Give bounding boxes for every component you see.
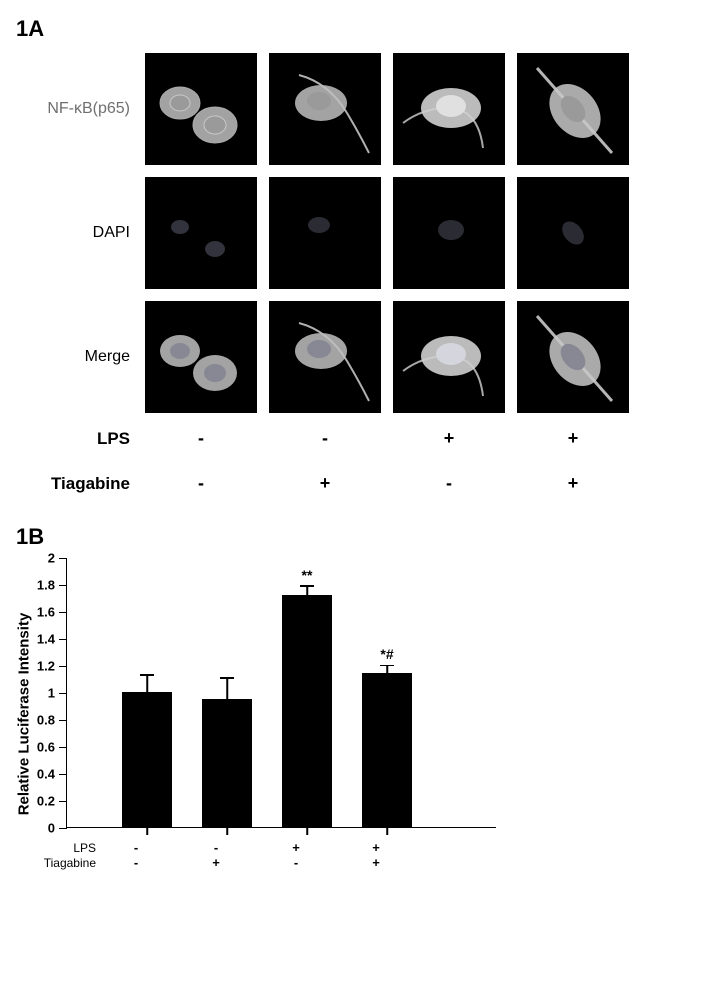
b-cond-tia-v1: - <box>134 855 138 870</box>
img-nfkb-c4 <box>517 53 629 165</box>
ytick <box>59 693 67 694</box>
bar <box>282 595 332 827</box>
luciferase-chart: Relative Luciferase Intensity 00.20.40.6… <box>66 558 496 870</box>
cond-lps-label: LPS <box>26 429 136 449</box>
panel-b-conditions: LPS - - + + Tiagabine - + - + <box>36 840 496 870</box>
img-merge-c4 <box>517 301 629 413</box>
cond-lps-v1: - <box>198 428 204 449</box>
error-bar <box>386 666 388 673</box>
ytick <box>59 828 67 829</box>
ytick-label: 1.6 <box>23 605 55 620</box>
panel-1a-label: 1A <box>16 16 694 42</box>
error-cap <box>140 674 154 676</box>
panel-1a: 1A NF-κB(p65) <box>16 16 694 494</box>
cond-tia-v4: + <box>568 473 579 494</box>
img-nfkb-c3 <box>393 53 505 165</box>
error-cap <box>380 665 394 667</box>
ytick-label: 1.8 <box>23 578 55 593</box>
ytick-label: 0.8 <box>23 713 55 728</box>
error-cap <box>300 585 314 587</box>
cond-tia-label: Tiagabine <box>26 474 136 494</box>
b-cond-tia-v2: + <box>212 855 220 870</box>
img-merge-c2 <box>269 301 381 413</box>
error-bar <box>226 679 228 699</box>
ytick <box>59 639 67 640</box>
cond-lps-v3: + <box>444 428 455 449</box>
b-cond-tia-v3: - <box>294 855 298 870</box>
b-cond-lps-v4: + <box>372 840 380 855</box>
bar <box>362 673 412 827</box>
significance-marker: ** <box>302 567 313 583</box>
ytick <box>59 720 67 721</box>
significance-marker: *# <box>380 646 393 662</box>
b-cond-tia-label: Tiagabine <box>36 856 96 870</box>
ytick <box>59 612 67 613</box>
error-cap <box>220 677 234 679</box>
ytick-label: 2 <box>23 551 55 566</box>
img-nfkb-c2 <box>269 53 381 165</box>
row-label-dapi: DAPI <box>26 224 136 242</box>
panel-a-conditions: LPS - - + + Tiagabine - + - + <box>26 428 694 494</box>
xtick <box>226 827 228 835</box>
xtick <box>386 827 388 835</box>
b-cond-tia-v4: + <box>372 855 380 870</box>
ytick-label: 1 <box>23 686 55 701</box>
ytick-label: 0.4 <box>23 767 55 782</box>
xtick <box>146 827 148 835</box>
microscopy-grid: NF-κB(p65) <box>26 50 694 416</box>
img-merge-c1 <box>145 301 257 413</box>
ytick <box>59 747 67 748</box>
error-bar <box>306 587 308 595</box>
b-cond-lps-label: LPS <box>36 841 96 855</box>
bar <box>202 699 252 827</box>
ytick <box>59 666 67 667</box>
row-label-merge: Merge <box>26 348 136 366</box>
row-label-nfkb: NF-κB(p65) <box>26 100 136 118</box>
b-cond-lps-v3: + <box>292 840 300 855</box>
bar <box>122 692 172 827</box>
xtick <box>306 827 308 835</box>
panel-1b-label: 1B <box>16 524 694 550</box>
b-cond-lps-v1: - <box>134 840 138 855</box>
img-dapi-c4 <box>517 177 629 289</box>
ytick <box>59 774 67 775</box>
cond-tia-v3: - <box>446 473 452 494</box>
ytick-label: 0 <box>23 821 55 836</box>
chart-area: 00.20.40.60.811.21.41.61.82***# <box>66 558 496 828</box>
cond-lps-v4: + <box>568 428 579 449</box>
ytick-label: 0.6 <box>23 740 55 755</box>
img-dapi-c1 <box>145 177 257 289</box>
img-dapi-c3 <box>393 177 505 289</box>
ytick <box>59 585 67 586</box>
error-bar <box>146 676 148 692</box>
b-cond-lps-v2: - <box>214 840 218 855</box>
cond-lps-v2: - <box>322 428 328 449</box>
cond-tia-v1: - <box>198 473 204 494</box>
cond-tia-v2: + <box>320 473 331 494</box>
panel-1b: 1B Relative Luciferase Intensity 00.20.4… <box>16 524 694 870</box>
img-dapi-c2 <box>269 177 381 289</box>
img-merge-c3 <box>393 301 505 413</box>
ytick <box>59 801 67 802</box>
ytick-label: 1.4 <box>23 632 55 647</box>
ytick-label: 1.2 <box>23 659 55 674</box>
ytick <box>59 558 67 559</box>
ytick-label: 0.2 <box>23 794 55 809</box>
img-nfkb-c1 <box>145 53 257 165</box>
